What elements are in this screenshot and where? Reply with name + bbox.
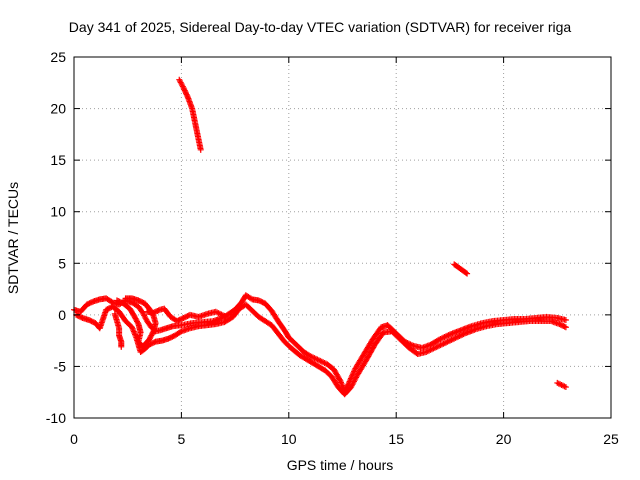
data-point-marker [453,334,460,341]
data-point-marker [562,317,569,324]
data-point-marker [562,384,569,391]
data-point-marker [449,336,456,343]
series-low-arc [554,379,569,391]
series-mid-arc [451,261,471,277]
data-point-marker [438,335,445,342]
data-point-marker [447,337,454,344]
data-point-marker [451,335,458,342]
data-point-marker [149,329,156,336]
data-point-marker [336,376,343,383]
series-main-track-b [73,301,569,398]
data-point-marker [184,92,191,99]
y-tick-label: 15 [50,152,66,168]
data-point-marker [180,84,187,91]
y-axis-ticks: -10 -5 0 5 10 15 20 25 [46,49,611,426]
data-point-marker [181,86,188,93]
chart-title: Day 341 of 2025, Sidereal Day-to-day VTE… [69,19,572,35]
series-upper-arc [176,76,204,153]
data-point-marker [445,332,452,339]
data-point-marker [179,83,186,90]
data-point-marker [561,323,568,330]
data-point-marker [460,331,467,338]
data-point-marker [197,146,204,153]
x-tick-label: 10 [281,431,297,447]
data-point-marker [463,269,470,276]
data-point-marker [457,332,464,339]
x-tick-label: 5 [178,431,186,447]
data-point-marker [456,333,463,340]
data-point-marker [181,87,188,94]
y-tick-label: 10 [50,204,66,220]
data-point-marker [436,336,443,343]
data-point-marker [440,334,447,341]
y-tick-label: -5 [54,358,67,374]
x-tick-label: 15 [388,431,404,447]
data-point-marker [443,339,450,346]
series-loop-track-2 [144,305,228,325]
data-point-marker [183,90,190,97]
plot-frame [73,56,612,419]
x-tick-label: 20 [496,431,512,447]
data-point-marker [183,91,190,98]
data-point-marker [221,312,228,319]
data-point-marker [441,334,448,341]
series-loop-track [113,295,159,350]
data-point-marker [155,307,162,314]
x-tick-label: 25 [603,431,619,447]
x-tick-label: 0 [70,431,78,447]
data-point-marker [182,88,189,95]
y-tick-label: 25 [50,49,66,65]
data-point-marker [445,338,452,345]
x-axis-label: GPS time / hours [287,457,394,473]
data-point-marker [444,338,451,345]
data-point-marker [118,343,125,350]
data-point-marker [452,334,459,341]
data-point-marker [444,332,451,339]
grid-lines [74,57,611,418]
data-point-marker [442,333,449,340]
data-point-marker [440,340,447,347]
y-tick-label: 0 [58,307,66,323]
x-axis-ticks: 0 5 10 15 20 25 [70,57,619,447]
y-tick-label: 20 [50,101,66,117]
y-axis-label: SDTVAR / TECUs [5,182,21,294]
data-points [71,76,569,398]
y-tick-label: -10 [46,410,66,426]
data-point-marker [459,331,466,338]
data-point-marker [441,340,448,347]
data-point-marker [177,329,184,336]
data-point-marker [464,270,471,277]
data-point-marker [455,333,462,340]
y-tick-label: 5 [58,255,66,271]
data-point-marker [448,336,455,343]
data-point-marker [134,319,141,326]
series-short-drop [111,310,125,350]
data-point-marker [562,324,569,331]
data-point-marker [122,295,129,302]
data-point-marker [437,335,444,342]
